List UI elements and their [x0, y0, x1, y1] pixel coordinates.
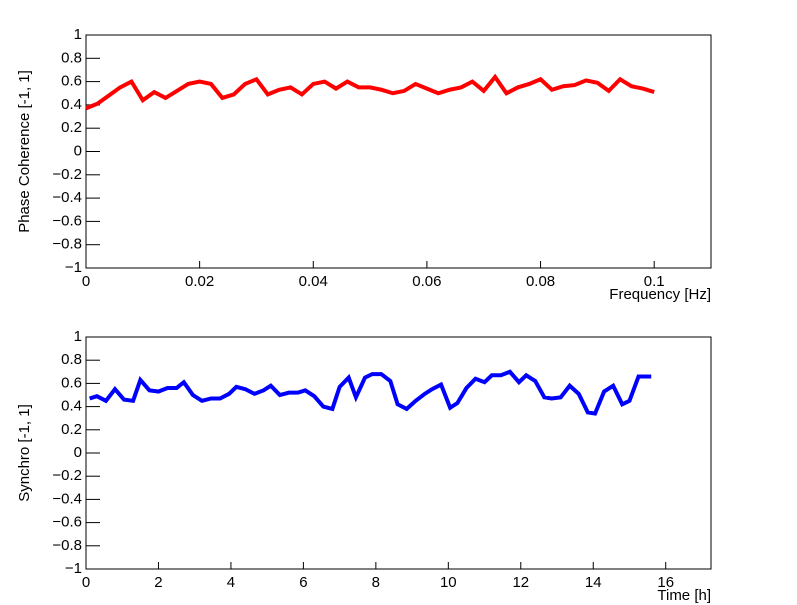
y-tick-label: −0.8 [52, 236, 82, 253]
x-tick-label: 12 [512, 574, 529, 591]
x-axis-title: Frequency [Hz] [609, 286, 711, 303]
x-tick-label: 14 [585, 574, 602, 591]
y-tick-label: 0 [74, 444, 82, 461]
y-tick-label: −1 [65, 560, 82, 577]
y-tick-label: 0.6 [61, 374, 82, 391]
x-tick-label: 6 [299, 574, 307, 591]
y-tick-label: 0.8 [61, 351, 82, 368]
y-tick-label: 0.6 [61, 73, 82, 90]
y-tick-label: 0.2 [61, 119, 82, 136]
x-tick-label: 4 [227, 574, 235, 591]
y-tick-label: −0.8 [52, 537, 82, 554]
x-tick-label: 8 [372, 574, 380, 591]
y-tick-label: −0.6 [52, 212, 82, 229]
y-tick-label: −1 [65, 259, 82, 276]
plot-frame [85, 336, 712, 570]
x-tick-label: 0.04 [299, 273, 328, 290]
y-tick-label: 0.4 [61, 398, 82, 415]
y-tick-label: −0.4 [52, 490, 82, 507]
y-tick-label: 1 [74, 328, 82, 345]
x-tick-label: 0 [82, 273, 90, 290]
x-tick-label: 16 [657, 574, 674, 591]
y-tick-label: 1 [74, 26, 82, 43]
x-tick-label: 0.02 [185, 273, 214, 290]
x-tick-label: 0.08 [526, 273, 555, 290]
y-axis-title: Phase Coherence [-1, 1] [16, 70, 33, 233]
series-line [85, 73, 655, 111]
y-tick-label: −0.2 [52, 467, 82, 484]
x-axis-title: Time [h] [657, 587, 711, 604]
x-tick-label: 0.06 [412, 273, 441, 290]
x-tick-label: 0 [82, 574, 90, 591]
y-tick-label: −0.4 [52, 189, 82, 206]
y-tick-label: 0 [74, 142, 82, 159]
y-tick-label: −0.6 [52, 514, 82, 531]
plot-frame [85, 34, 712, 269]
y-axis-title: Synchro [-1, 1] [16, 404, 33, 502]
y-tick-label: −0.2 [52, 166, 82, 183]
x-tick-label: 0.1 [644, 273, 665, 290]
y-tick-label: 0.4 [61, 96, 82, 113]
y-tick-label: 0.8 [61, 49, 82, 66]
y-tick-label: 0.2 [61, 421, 82, 438]
series-line [89, 369, 652, 416]
x-tick-label: 10 [440, 574, 457, 591]
x-tick-label: 2 [154, 574, 162, 591]
